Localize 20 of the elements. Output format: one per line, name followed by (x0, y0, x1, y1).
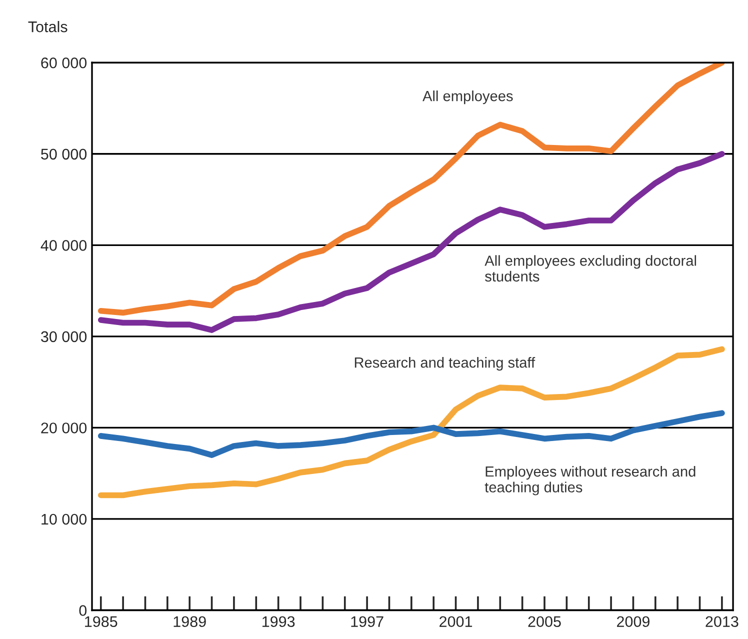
x-tick-label: 2001 (440, 616, 472, 628)
y-tick-label: 0 (79, 605, 87, 616)
x-tick-label: 1989 (174, 616, 206, 628)
x-tick-label: 2013 (706, 616, 738, 628)
y-tick-label: 50 000 (41, 148, 87, 160)
series-label: Research and teaching staff (354, 357, 536, 371)
x-tick-label: 2005 (528, 616, 561, 628)
y-tick-label: 20 000 (41, 422, 87, 434)
x-tick-label: 1993 (262, 616, 295, 628)
y-tick-label: 10 000 (42, 514, 87, 525)
x-tick-label: 2009 (617, 616, 650, 628)
y-tick-label: 40 000 (40, 240, 87, 251)
series-label: All employees (422, 90, 513, 104)
y-axis-title: Totals (28, 21, 68, 32)
text: All employees excluding doctoral students (484, 255, 696, 282)
x-tick-label: 1997 (351, 616, 384, 628)
text: Employees without research and teaching duties (484, 466, 696, 496)
x-tick-label: 1985 (85, 616, 118, 628)
y-tick-label: 30 000 (41, 331, 87, 342)
y-tick-label: 60 000 (41, 57, 87, 68)
